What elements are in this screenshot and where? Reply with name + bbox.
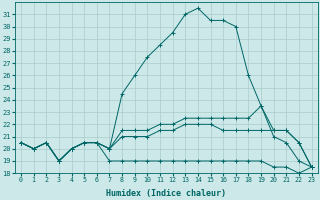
X-axis label: Humidex (Indice chaleur): Humidex (Indice chaleur) (106, 189, 226, 198)
